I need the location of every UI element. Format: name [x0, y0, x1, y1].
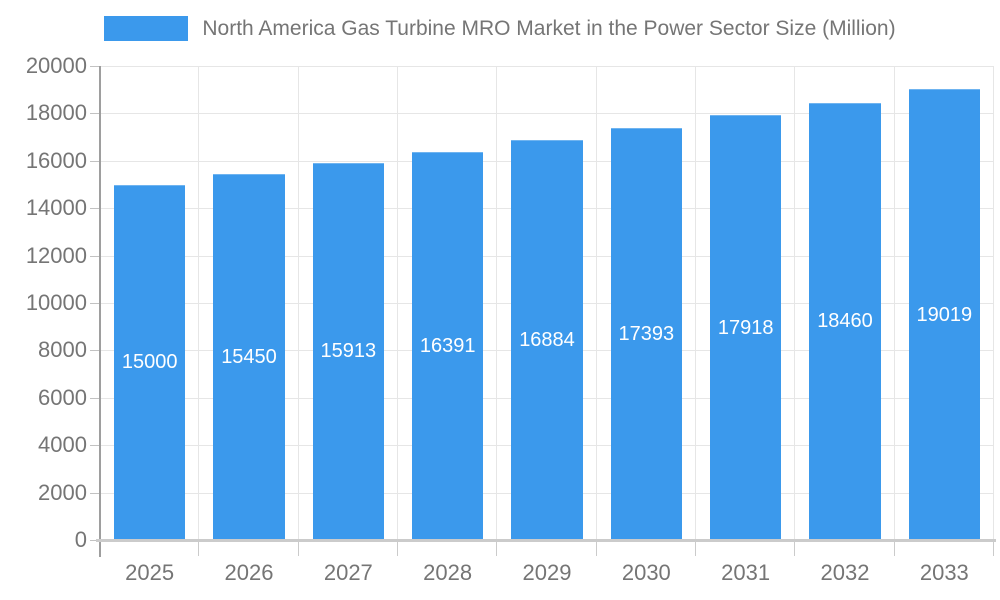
- x-axis-tick-label: 2030: [621, 560, 671, 585]
- bar-2030[interactable]: 17393: [610, 127, 683, 540]
- x-axis-tick-label: 2033: [919, 560, 969, 585]
- x-axis-tick: [595, 542, 597, 556]
- gridline-horizontal: [100, 66, 994, 67]
- bar-value-label: 15450: [221, 345, 277, 368]
- gridline-vertical: [595, 66, 597, 540]
- bar-2025[interactable]: 15000: [113, 184, 186, 540]
- bar-value-label: 16391: [419, 334, 476, 357]
- x-axis-tick: [496, 542, 498, 556]
- x-axis-tick-label: 2025: [125, 560, 175, 585]
- bar-value-label: 15000: [121, 351, 178, 374]
- bar-value-label: 19019: [916, 303, 973, 326]
- x-axis-tick-label: 2026: [224, 560, 274, 585]
- gridline-vertical: [893, 66, 895, 540]
- y-axis-tick-label: 12000: [25, 242, 87, 268]
- y-axis-tick: [90, 160, 100, 162]
- x-axis-tick: [794, 542, 796, 556]
- y-axis-tick: [90, 66, 100, 67]
- y-axis-tick-label: 2000: [38, 479, 87, 505]
- bar-2029[interactable]: 16884: [511, 139, 583, 540]
- y-axis-tick: [90, 255, 100, 257]
- x-axis-tick-label: 2028: [423, 560, 473, 585]
- y-axis-tick: [90, 303, 100, 304]
- x-axis-tick: [893, 542, 895, 556]
- bar-value-label: 18460: [817, 310, 873, 333]
- gridline-vertical: [397, 66, 398, 540]
- legend-swatch[interactable]: [104, 16, 189, 41]
- y-axis-tick-label: 6000: [38, 384, 87, 410]
- y-axis-line: [99, 66, 101, 557]
- y-axis-tick-label: 16000: [25, 147, 87, 173]
- bar-2033[interactable]: 19019: [908, 89, 981, 540]
- plot-area: 15000 15450 15913 16391 16884 17393 17918 18460…: [100, 66, 994, 540]
- x-axis-tick: [198, 542, 200, 556]
- bar-2027[interactable]: 15913: [312, 162, 385, 540]
- x-axis-tick-label: 2032: [820, 560, 870, 585]
- gridline-horizontal: [100, 113, 994, 115]
- y-axis-tick: [90, 350, 100, 352]
- gridline-vertical: [297, 66, 299, 540]
- y-axis-tick-label: 8000: [38, 337, 87, 363]
- bar-value-label: 16884: [519, 328, 575, 351]
- bar-2032[interactable]: 18460: [809, 102, 881, 540]
- y-axis-tick: [90, 540, 100, 541]
- legend: North America Gas Turbine MRO Market in …: [0, 16, 1000, 41]
- x-axis-line: [96, 539, 996, 542]
- y-axis-tick-label: 14000: [25, 195, 87, 221]
- bar-2028[interactable]: 16391: [411, 151, 484, 540]
- gridline-vertical: [496, 66, 498, 540]
- bar-2026[interactable]: 15450: [213, 173, 285, 540]
- x-axis-tick: [397, 542, 398, 556]
- bar-value-label: 15913: [320, 340, 377, 363]
- gridline-vertical: [794, 66, 796, 540]
- gridline-vertical: [993, 66, 994, 540]
- x-axis-tick-label: 2031: [721, 560, 771, 585]
- y-axis-tick-label: 0: [74, 527, 87, 552]
- bar-2031[interactable]: 17918: [709, 115, 782, 540]
- x-axis-tick-label: 2029: [522, 560, 572, 585]
- y-axis-tick: [90, 445, 100, 447]
- x-axis-tick: [297, 542, 299, 556]
- y-axis-tick-label: 10000: [25, 290, 87, 315]
- y-axis-tick: [90, 113, 100, 115]
- y-axis-tick-label: 20000: [25, 53, 87, 78]
- y-axis-tick: [90, 397, 100, 399]
- bar-value-label: 17918: [717, 316, 774, 339]
- y-axis-tick-label: 4000: [38, 432, 87, 458]
- legend-label[interactable]: North America Gas Turbine MRO Market in …: [202, 16, 896, 40]
- bar-value-label: 17393: [618, 322, 675, 345]
- y-axis-tick-label: 18000: [25, 100, 87, 126]
- y-axis-tick: [90, 208, 100, 210]
- x-axis-tick: [993, 542, 994, 556]
- x-axis-tick: [695, 542, 696, 556]
- gridline-vertical: [198, 66, 200, 540]
- y-axis-tick: [90, 492, 100, 494]
- x-axis-tick-label: 2027: [323, 560, 373, 585]
- gridline-vertical: [695, 66, 696, 540]
